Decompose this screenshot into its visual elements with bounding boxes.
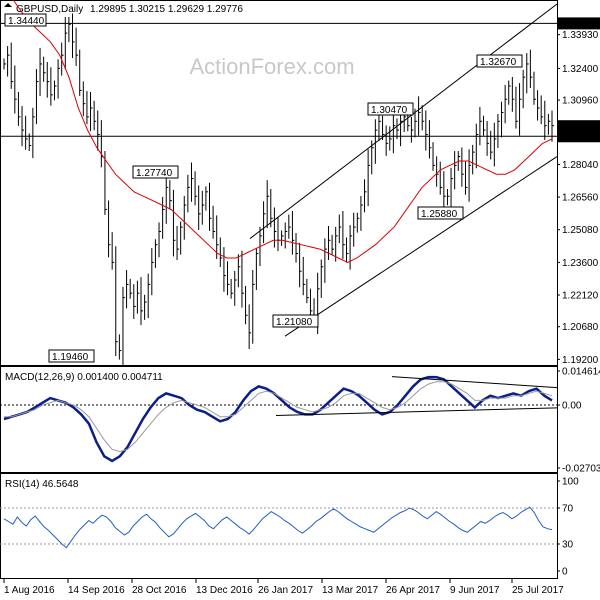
symbol-label: GBPUSD,Daily bbox=[16, 4, 83, 15]
y-tick-label: 0.014614 bbox=[562, 367, 600, 378]
annotation-box bbox=[476, 54, 523, 68]
macd-panel bbox=[0, 366, 558, 473]
moving-average bbox=[12, 0, 553, 263]
price-annotation: 1.19460 bbox=[48, 349, 95, 363]
x-tick-label: 13 Mar 2017 bbox=[322, 585, 379, 596]
macd-lines bbox=[0, 375, 558, 463]
chart-header: GBPUSD,Daily 1.29895 1.30215 1.29629 1.2… bbox=[4, 3, 243, 15]
annotation-box bbox=[417, 206, 464, 220]
level-price-tag bbox=[558, 17, 600, 30]
x-tick-label: 26 Jan 2017 bbox=[258, 585, 313, 596]
rsi-y-axis: 100 70 30 0 bbox=[557, 477, 579, 578]
rsi-line bbox=[3, 506, 553, 549]
x-tick-label: 14 Sep 2016 bbox=[68, 585, 125, 596]
y-tick-label: 1.19200 bbox=[562, 355, 599, 366]
annotation-box bbox=[132, 165, 179, 179]
trend-channel bbox=[249, 3, 558, 337]
annotation-label: 1.34440 bbox=[8, 16, 45, 27]
y-tick-label: 1.22120 bbox=[562, 290, 599, 301]
x-tick-label: 9 Jun 2017 bbox=[450, 585, 500, 596]
x-tick-label: 13 Dec 2016 bbox=[196, 585, 253, 596]
annotation-box bbox=[48, 349, 95, 363]
level-price-tag bbox=[558, 130, 600, 143]
macd-trendline-lower bbox=[275, 407, 558, 417]
annotation-label: 1.25880 bbox=[421, 209, 458, 220]
y-tick-label: 1.29776 bbox=[562, 122, 599, 133]
price-annotation: 1.34440 bbox=[4, 13, 47, 27]
annotation-label: 1.19460 bbox=[52, 352, 89, 363]
y-tick-label: 0.00 bbox=[562, 401, 582, 412]
y-tick-label: 1.26560 bbox=[562, 193, 599, 204]
y-tick-label: 0 bbox=[562, 567, 568, 578]
macd-trendline-upper bbox=[391, 376, 558, 389]
channel-lower-line bbox=[284, 156, 558, 337]
macd-y-axis: 0.014614 0.00 -0.027031 bbox=[557, 367, 600, 475]
macd-line bbox=[3, 375, 553, 463]
moving-average-line bbox=[12, 0, 553, 263]
x-tick-label: 28 Oct 2016 bbox=[132, 585, 187, 596]
annotation-label: 1.32670 bbox=[480, 57, 517, 68]
current-price-tag bbox=[558, 120, 600, 133]
price-annotations: 1.34440 1.19460 1.27740 1.21080 1.30470 1.258… bbox=[4, 13, 523, 363]
annotation-label: 1.27740 bbox=[136, 168, 173, 179]
price-annotation: 1.30470 bbox=[367, 102, 414, 116]
y-tick-label: 1.34440 bbox=[562, 19, 599, 30]
price-annotation: 1.21080 bbox=[272, 314, 319, 328]
price-annotation: 1.32670 bbox=[476, 54, 523, 68]
horizontal-levels bbox=[0, 22, 557, 137]
y-tick-label: 1.25080 bbox=[562, 225, 599, 236]
watermark: ActionForex.com bbox=[189, 54, 354, 79]
y-tick-label: 1.20680 bbox=[562, 322, 599, 333]
rsi-line bbox=[0, 506, 557, 549]
annotation-box bbox=[4, 13, 47, 27]
collapse-triangle-icon[interactable] bbox=[4, 3, 12, 7]
y-tick-label: 100 bbox=[562, 477, 579, 488]
ohlc-label: 1.29895 1.30215 1.29629 1.29776 bbox=[90, 4, 243, 15]
annotation-label: 1.30470 bbox=[371, 105, 408, 116]
x-tick-label: 26 Apr 2017 bbox=[386, 585, 440, 596]
y-tick-label: 1.32400 bbox=[562, 64, 599, 75]
price-annotation: 1.25880 bbox=[417, 206, 464, 220]
signal-line bbox=[4, 381, 553, 453]
price-annotation: 1.27740 bbox=[132, 165, 179, 179]
y-tick-label: 1.23600 bbox=[562, 258, 599, 269]
channel-upper-line bbox=[249, 3, 558, 239]
price-panel bbox=[0, 0, 558, 366]
rsi-panel bbox=[0, 473, 558, 579]
y-tick-label: 1.33930 bbox=[562, 30, 599, 41]
y-tick-label: 1.28040 bbox=[562, 160, 599, 171]
annotation-label: 1.21080 bbox=[276, 317, 313, 328]
y-tick-label: 1.29320 bbox=[562, 132, 599, 143]
x-axis: 1 Aug 2016 14 Sep 2016 28 Oct 2016 13 Dec 2… bbox=[3, 579, 564, 596]
annotation-box bbox=[272, 314, 319, 328]
rsi-title: RSI(14) 46.5648 bbox=[5, 479, 79, 490]
y-tick-label: 30 bbox=[562, 540, 574, 551]
y-tick-label: -0.027031 bbox=[562, 464, 600, 475]
annotation-box bbox=[367, 102, 414, 116]
x-tick-label: 25 Jul 2017 bbox=[512, 585, 564, 596]
macd-title: MACD(12,26,9) 0.001400 0.004711 bbox=[5, 372, 163, 383]
price-bars bbox=[3, 13, 554, 367]
y-tick-label: 1.30960 bbox=[562, 96, 599, 107]
y-tick-label: 70 bbox=[562, 504, 574, 515]
x-tick-label: 1 Aug 2016 bbox=[4, 585, 55, 596]
